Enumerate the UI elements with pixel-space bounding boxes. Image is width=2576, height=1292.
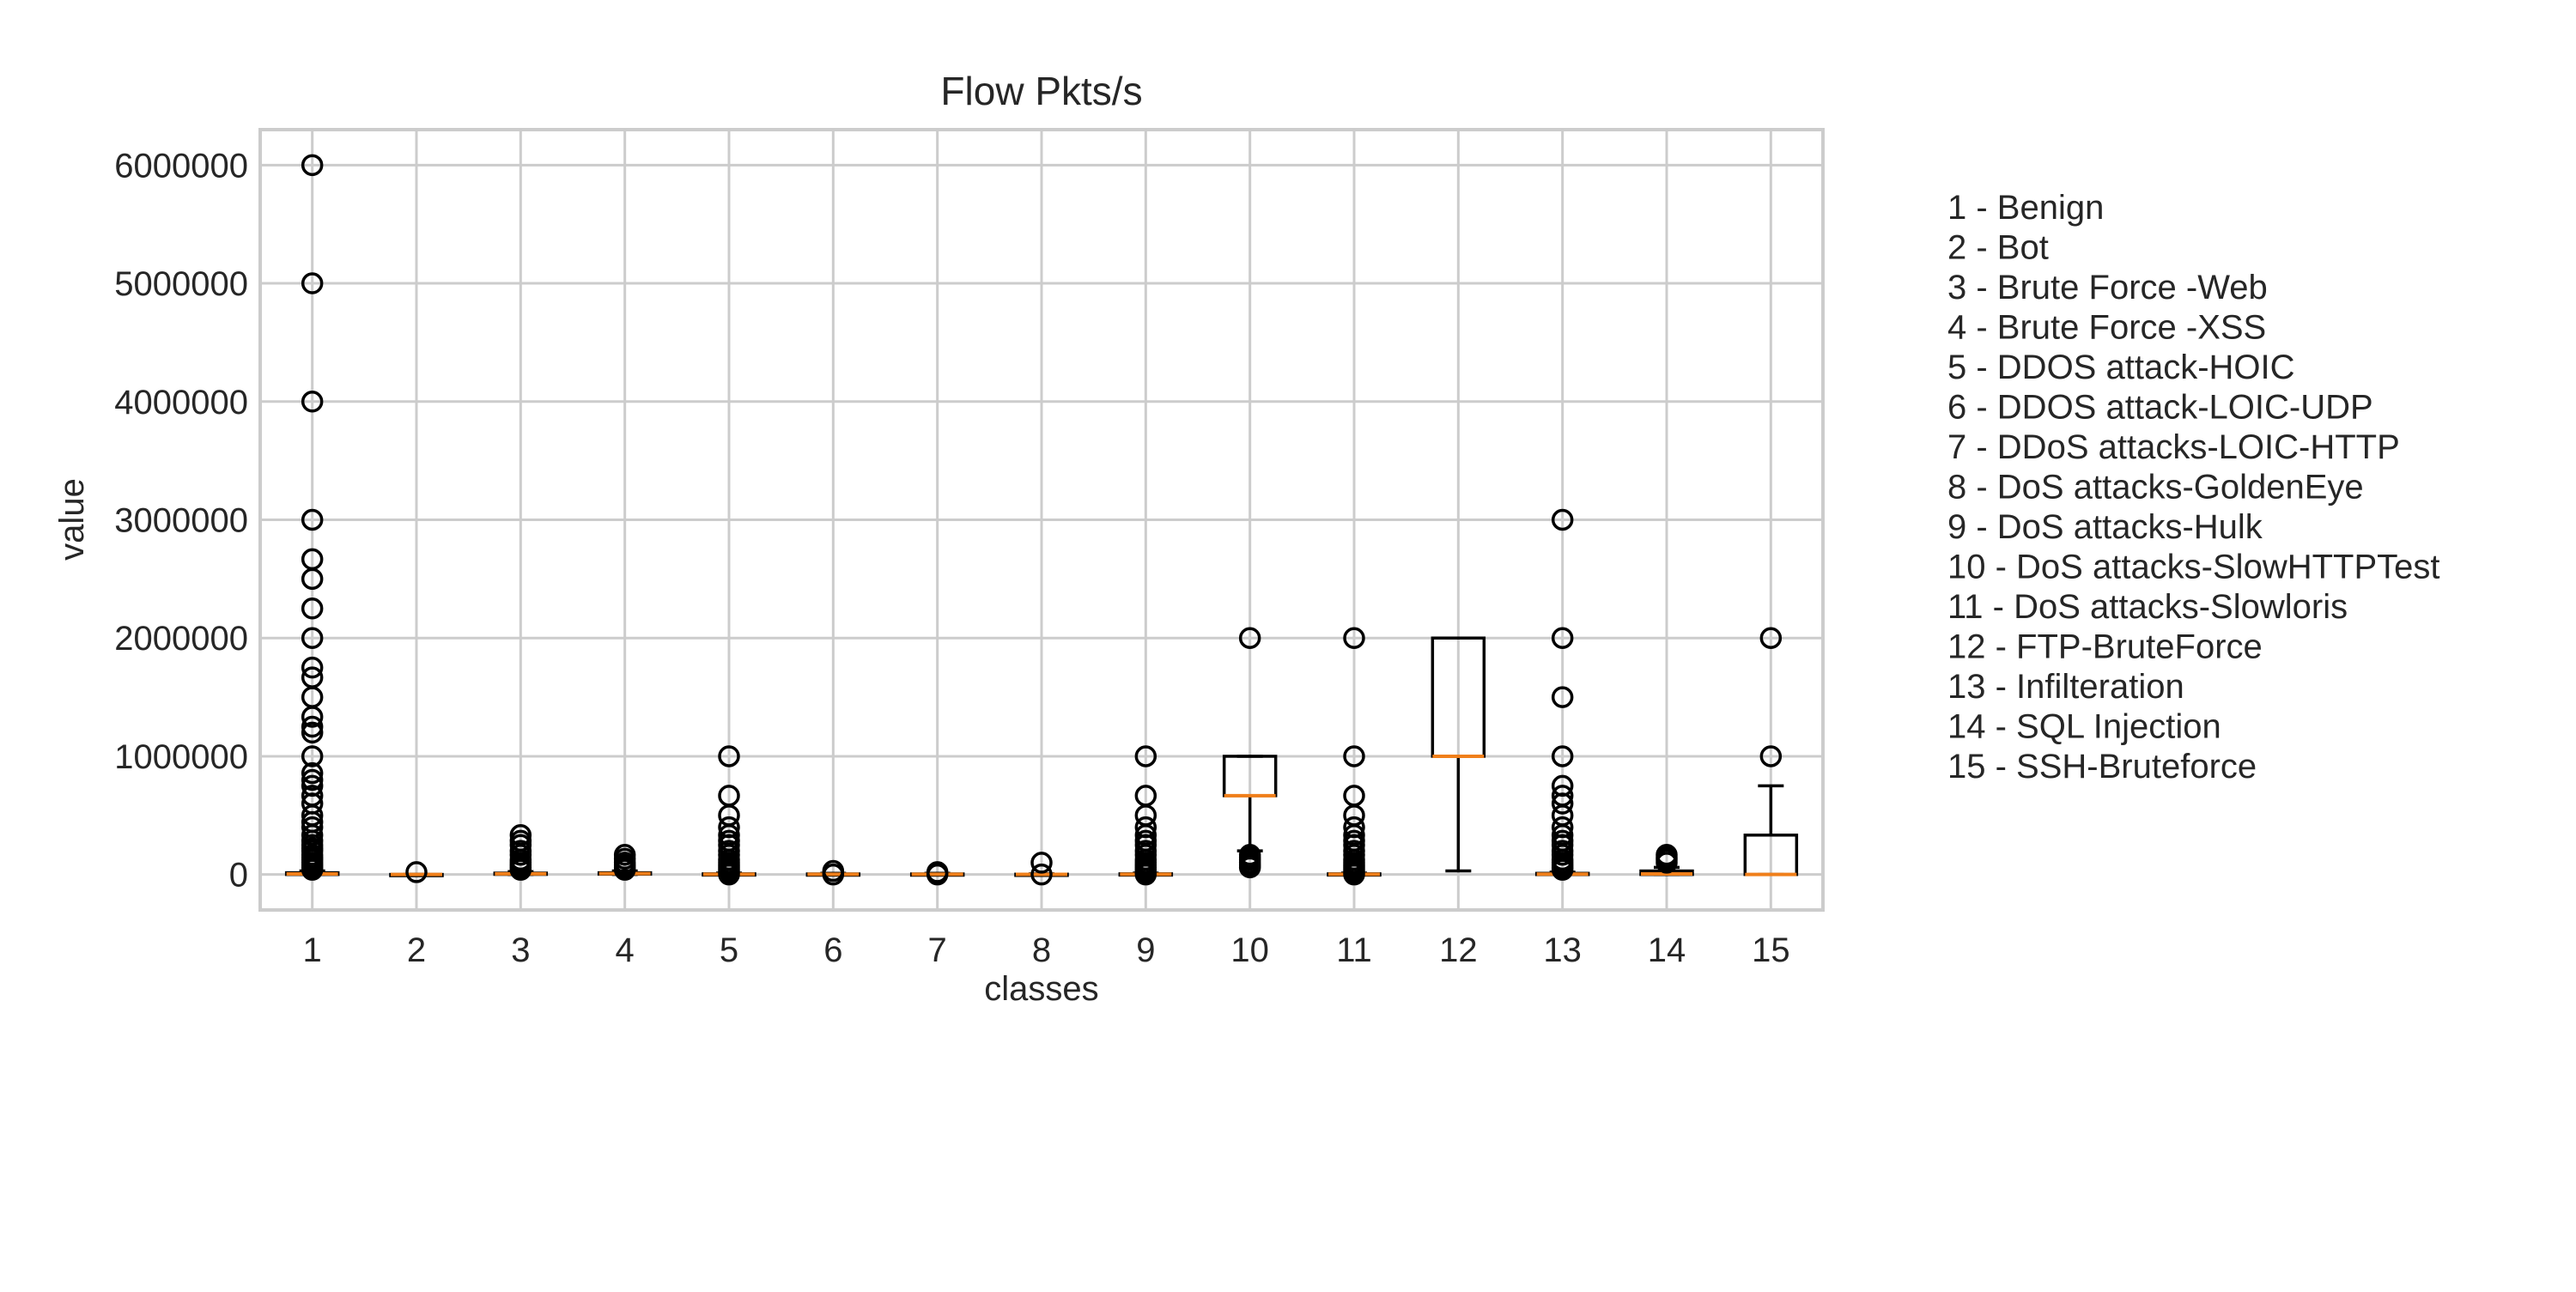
outlier-point (1030, 863, 1053, 886)
outlier-point (1551, 686, 1574, 708)
box-class-14 (1639, 843, 1694, 876)
legend-entry: 9 - DoS attacks-Hulk (1947, 508, 2263, 546)
box-class-4 (597, 843, 653, 881)
x-tick-label: 5 (720, 931, 738, 969)
x-tick-label: 14 (1648, 931, 1686, 969)
x-tick-label: 2 (407, 931, 426, 969)
y-tick-label: 5000000 (114, 265, 248, 303)
legend-entry: 11 - DoS attacks-Slowloris (1947, 588, 2348, 626)
outlier-point (405, 861, 428, 883)
y-tick-label: 0 (229, 857, 248, 895)
outlier-point (1551, 508, 1574, 531)
legend-entry: 6 - DDOS attack-LOIC-UDP (1947, 389, 2373, 427)
x-tick-label: 6 (823, 931, 842, 969)
outlier-point (301, 706, 324, 728)
x-tick-label: 4 (616, 931, 635, 969)
outlier-point (822, 863, 845, 886)
legend-entry: 15 - SSH-Bruteforce (1947, 748, 2257, 786)
outlier-point (718, 745, 740, 767)
x-tick-label: 10 (1230, 931, 1269, 969)
legend-entry: 13 - Infilteration (1947, 668, 2184, 706)
legend-entry: 7 - DDoS attacks-LOIC-HTTP (1947, 428, 2400, 466)
outlier-point (1759, 745, 1783, 767)
outlier-point (301, 715, 324, 738)
box-class-10 (1222, 627, 1278, 879)
outlier-point (301, 745, 324, 767)
chart-title: Flow Pkts/s (940, 69, 1142, 113)
box-class-2 (389, 861, 444, 883)
legend-entry: 4 - Brute Force -XSS (1947, 309, 2266, 347)
outlier-point (1343, 745, 1365, 767)
plot-frame (258, 128, 1825, 912)
box-class-13 (1534, 508, 1590, 881)
outlier-point (1030, 852, 1053, 874)
outlier-point (1238, 856, 1261, 879)
legend-entry: 10 - DoS attacks-SlowHTTPTest (1947, 549, 2440, 586)
outlier-point (301, 627, 324, 649)
outlier-point (1759, 627, 1783, 649)
outlier-point (1656, 852, 1678, 874)
outlier-point (1134, 863, 1157, 886)
box-class-6 (805, 859, 861, 886)
outlier-point (301, 272, 324, 294)
y-tick-label: 4000000 (114, 384, 248, 422)
box-class-3 (493, 824, 549, 881)
outlier-point (301, 391, 324, 413)
outlier-point (1551, 792, 1574, 815)
outlier-point (1343, 627, 1365, 649)
box-class-15 (1743, 627, 1799, 876)
y-tick-label: 3000000 (114, 502, 248, 540)
box-class-12 (1431, 636, 1486, 873)
box-class-8 (1014, 852, 1069, 886)
box-class-5 (702, 745, 756, 886)
x-tick-label: 1 (303, 931, 322, 969)
outlier-point (301, 656, 324, 679)
outlier-point (1551, 627, 1574, 649)
box-class-11 (1327, 627, 1382, 886)
legend-entry: 14 - SQL Injection (1947, 708, 2221, 746)
x-tick-label: 12 (1439, 931, 1478, 969)
outlier-point (301, 597, 324, 620)
x-tick-label: 8 (1032, 931, 1051, 969)
box-class-9 (1118, 745, 1174, 886)
y-axis-label: value (53, 478, 91, 561)
legend-entry: 1 - Benign (1947, 189, 2104, 227)
outlier-point (718, 863, 740, 886)
outlier-point (1551, 858, 1574, 881)
outlier-point (301, 154, 324, 177)
x-tick-label: 7 (928, 931, 947, 969)
y-tick-label: 1000000 (114, 738, 248, 776)
legend-entry: 2 - Bot (1947, 229, 2049, 267)
box-class-7 (909, 861, 965, 886)
outlier-point (509, 858, 532, 881)
legend-entry: 12 - FTP-BruteForce (1947, 628, 2263, 666)
outlier-point (1238, 627, 1261, 649)
box-class-1 (284, 154, 340, 881)
y-tick-label: 6000000 (114, 147, 248, 185)
outlier-point (301, 761, 324, 785)
outlier-point (301, 721, 324, 744)
outlier-point (926, 863, 949, 886)
x-axis-label: classes (984, 970, 1098, 1008)
outlier-point (301, 508, 324, 531)
x-tick-label: 15 (1752, 931, 1790, 969)
outlier-point (301, 858, 324, 881)
outlier-point (613, 858, 636, 881)
x-tick-label: 13 (1543, 931, 1582, 969)
outlier-point (1343, 863, 1365, 886)
legend-entry: 3 - Brute Force -Web (1947, 269, 2268, 306)
legend-entry: 5 - DDOS attack-HOIC (1947, 349, 2295, 386)
outlier-point (301, 768, 324, 792)
x-tick-label: 3 (511, 931, 530, 969)
outlier-point (1134, 745, 1157, 767)
outlier-point (301, 567, 324, 591)
y-tick-label: 2000000 (114, 620, 248, 658)
legend-entry: 8 - DoS attacks-GoldenEye (1947, 469, 2364, 506)
x-tick-label: 11 (1336, 931, 1372, 969)
x-tick-label: 9 (1136, 931, 1155, 969)
outlier-point (1551, 745, 1574, 767)
